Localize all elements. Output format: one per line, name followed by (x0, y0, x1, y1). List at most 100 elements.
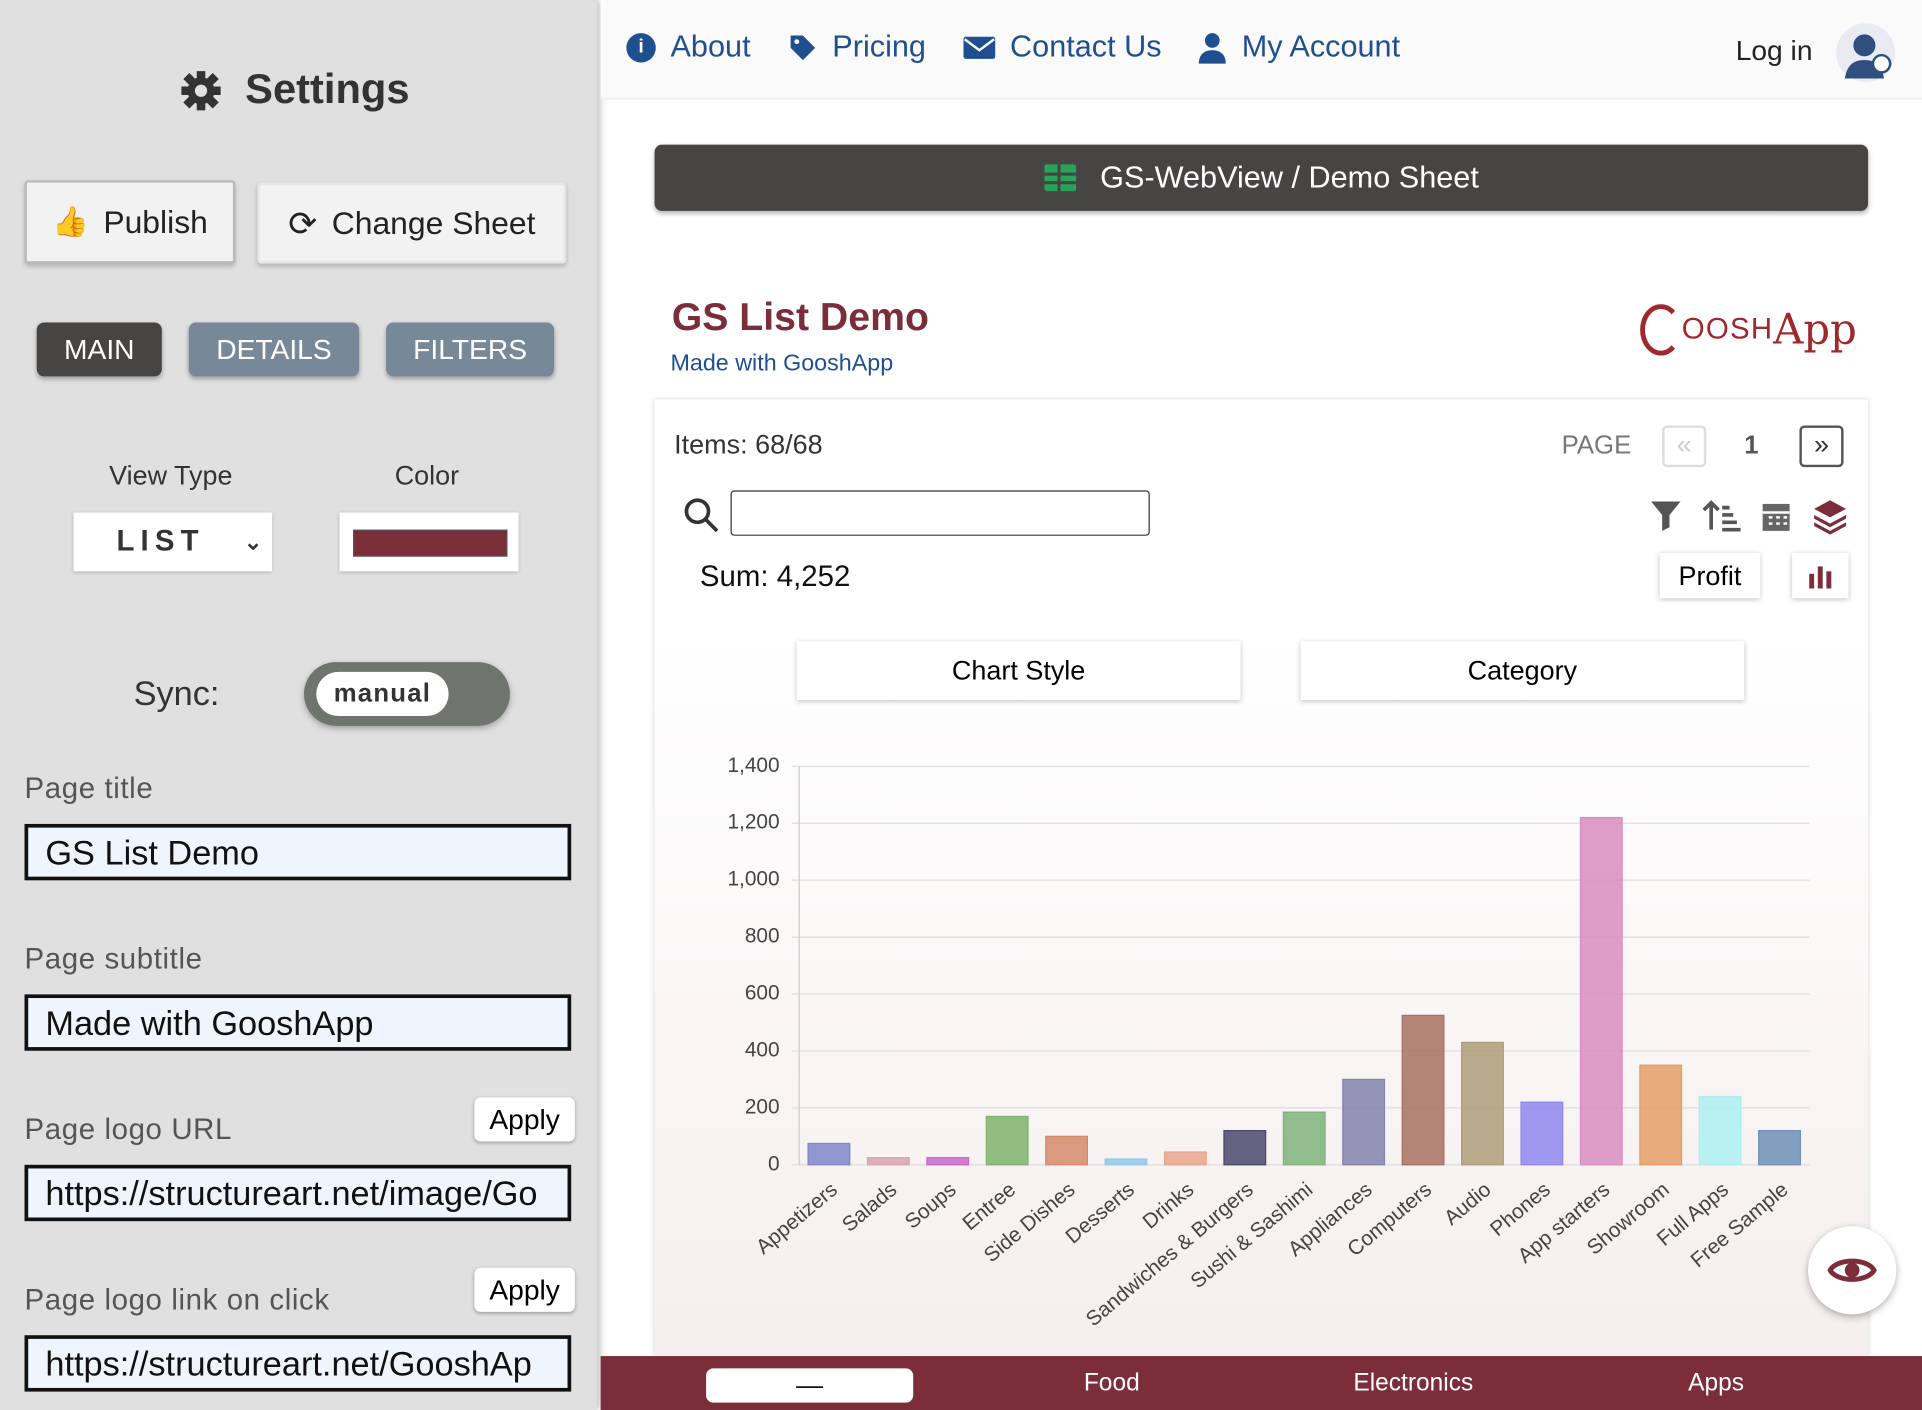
toolbar-icons (1651, 500, 1847, 535)
x-tick-label: Soups (901, 1178, 961, 1234)
sheet-icon (1043, 164, 1076, 192)
logo-text: App (1773, 305, 1857, 355)
bottom-tab[interactable]: Apps (1688, 1368, 1745, 1396)
sort-icon[interactable] (1702, 500, 1741, 532)
avatar[interactable] (1835, 22, 1896, 83)
nav-link: Contact Us (1010, 29, 1162, 64)
view-type-label: View Type (109, 459, 233, 491)
mail-icon (963, 36, 996, 59)
y-tick-label: 1,200 (727, 811, 779, 834)
category-select[interactable]: Category (1300, 641, 1745, 701)
y-tick-label: 800 (745, 925, 780, 948)
settings-header: Settings (179, 66, 410, 114)
logo[interactable]: OOSH App (1640, 304, 1857, 356)
search-input[interactable] (730, 490, 1150, 536)
page-subtitle: Made with GooshApp (670, 350, 894, 377)
sum: Sum: 4,252 (699, 560, 851, 594)
prev-page[interactable]: « (1662, 425, 1707, 468)
tab-main[interactable]: MAIN (36, 322, 162, 377)
bar (1639, 1064, 1683, 1166)
sync-label: Sync: (133, 674, 220, 713)
view-type-select[interactable]: LIST ⌄ (73, 512, 273, 572)
search-icon (684, 498, 719, 533)
tab-details[interactable]: DETAILS (188, 322, 360, 377)
bar (1579, 816, 1623, 1166)
text-input[interactable]: Made with GooshApp (24, 994, 572, 1051)
button-label: Change Sheet (331, 204, 536, 241)
thumb-icon: 👍 (51, 205, 89, 239)
field-label: Page logo link on click (24, 1283, 330, 1317)
items-count: Items: 68/68 (674, 429, 823, 460)
nav-pricing[interactable]: Pricing (788, 29, 926, 65)
y-tick-label: 0 (768, 1152, 780, 1175)
toggle-knob: manual (316, 671, 449, 717)
select-value: LIST (116, 524, 205, 558)
nav-account[interactable]: My Account (1198, 29, 1401, 65)
sync-toggle[interactable]: manual (303, 662, 510, 726)
tab-filters[interactable]: FILTERS (386, 322, 555, 377)
text-input[interactable]: https://structureart.net/image/Go (24, 1164, 572, 1222)
login-link[interactable]: Log in (1735, 34, 1813, 67)
apply-button[interactable]: Apply (474, 1097, 575, 1142)
bar (1282, 1111, 1326, 1166)
bottom-tab[interactable]: Food (1083, 1368, 1140, 1396)
settings-title: Settings (245, 66, 410, 113)
apply-button[interactable]: Apply (474, 1267, 575, 1312)
x-tick-label: Salads (838, 1178, 902, 1237)
eye-icon (1827, 1258, 1877, 1282)
bar (1104, 1158, 1148, 1166)
layers-icon[interactable] (1814, 500, 1847, 535)
profit-button[interactable]: Profit (1659, 552, 1761, 599)
bottom-tab-active[interactable]: — (706, 1368, 914, 1403)
nav-about[interactable]: i About (626, 29, 751, 65)
sheet-title: GS-WebView / Demo Sheet (1100, 160, 1479, 195)
bar (1401, 1014, 1445, 1166)
x-tick-label: Appetizers (752, 1178, 842, 1259)
calendar-icon[interactable] (1762, 503, 1790, 531)
preview-button[interactable] (1808, 1226, 1897, 1315)
y-tick-label: 600 (745, 982, 780, 1005)
chart-button[interactable] (1792, 552, 1849, 599)
bar (1461, 1041, 1504, 1166)
bar (1758, 1130, 1801, 1166)
tag-icon (790, 34, 816, 60)
field-label: Page subtitle (24, 942, 203, 976)
user-icon (1198, 32, 1226, 64)
field-label: Page title (24, 772, 154, 806)
info-icon: i (626, 32, 656, 62)
color-picker[interactable] (339, 512, 519, 572)
page-title: GS List Demo (671, 294, 929, 339)
button-label: Publish (103, 202, 208, 240)
bar (985, 1115, 1029, 1166)
y-tick-label: 200 (745, 1095, 780, 1118)
bar (1223, 1130, 1267, 1166)
bar (926, 1157, 970, 1166)
field-label: Page logo URL (24, 1113, 233, 1147)
gear-icon (181, 70, 221, 110)
next-page[interactable]: » (1799, 425, 1844, 468)
nav-link: My Account (1241, 29, 1401, 64)
refresh-icon: ⟳ (288, 204, 317, 243)
filter-icon[interactable] (1651, 501, 1681, 531)
chart-style-select[interactable]: Chart Style (796, 641, 1241, 701)
bar (1045, 1135, 1089, 1166)
publish-button[interactable]: 👍 Publish (24, 180, 236, 264)
nav-link: About (670, 29, 751, 64)
text-input[interactable]: https://structureart.net/GooshAp (24, 1335, 572, 1392)
color-swatch (353, 529, 508, 557)
bar (1698, 1095, 1742, 1166)
sheet-bar: GS-WebView / Demo Sheet (654, 144, 1869, 211)
bar (807, 1142, 851, 1166)
change-sheet-button[interactable]: ⟳ Change Sheet (257, 182, 567, 264)
y-tick-label: 400 (745, 1038, 780, 1061)
y-tick-label: 1,000 (727, 868, 779, 891)
chevron: ⌄ (243, 529, 263, 554)
bottom-tab[interactable]: Electronics (1353, 1368, 1474, 1396)
nav-contact[interactable]: Contact Us (963, 29, 1162, 65)
bar-chart: 0 200 400 600 800 1,000 1,200 1,400 AppetizersSa… (727, 754, 1810, 1331)
bar (1163, 1151, 1207, 1166)
text-input[interactable]: GS List Demo (24, 823, 572, 881)
